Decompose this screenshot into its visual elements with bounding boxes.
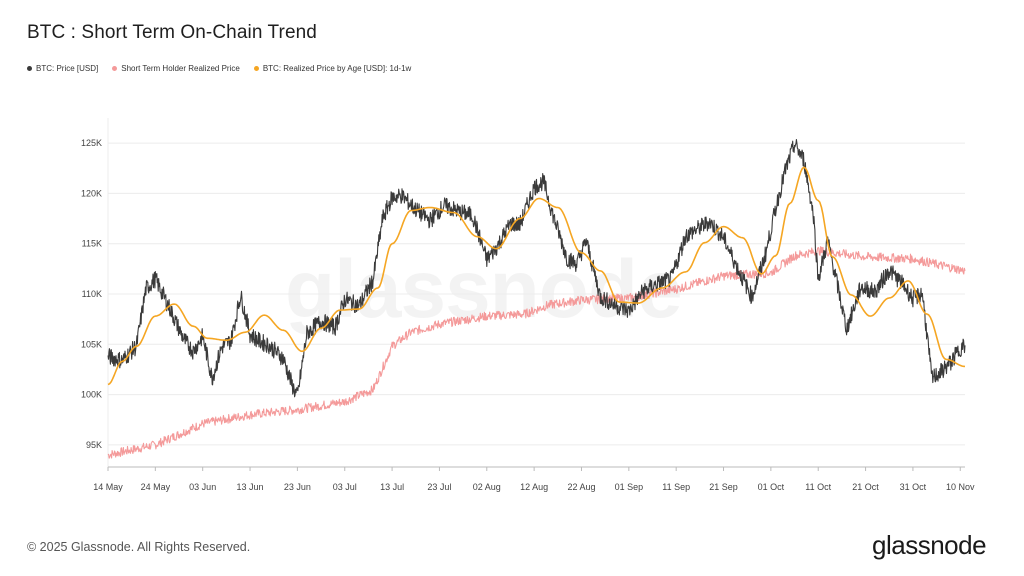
x-tick-label: 24 May (141, 482, 171, 492)
chart-title: BTC : Short Term On-Chain Trend (27, 22, 317, 43)
x-tick-label: 21 Oct (852, 482, 879, 492)
legend-dot-price (27, 66, 32, 71)
legend-label-price: BTC: Price [USD] (36, 64, 99, 73)
x-tick-label: 01 Sep (615, 482, 644, 492)
series-line-realized-price-1d-1w (107, 166, 966, 386)
x-tick-label: 02 Aug (473, 482, 501, 492)
y-tick-label: 120K (81, 188, 102, 198)
legend-dot-1d-1w (253, 66, 259, 71)
x-tick-label: 01 Oct (758, 482, 785, 492)
x-tick-label: 11 Oct (805, 482, 831, 492)
x-tick-label: 03 Jul (333, 482, 357, 492)
legend-dot-sth (112, 66, 118, 71)
legend-label-sth: Short Term Holder Realized Price (121, 64, 240, 73)
x-tick-label: 10 Nov (946, 482, 975, 492)
x-tick-label: 23 Jun (284, 482, 311, 492)
y-tick-label: 105K (81, 339, 102, 349)
y-tick-label: 95K (86, 440, 102, 450)
x-tick-label: 14 May (93, 482, 123, 492)
legend-item-realized-price-1d-1w[interactable]: BTC: Realized Price by Age [USD]: 1d-1w (253, 64, 412, 73)
x-tick-label: 03 Jun (189, 482, 216, 492)
chart-legend: BTC: Price [USD] Short Term Holder Reali… (27, 64, 411, 73)
legend-label-1d-1w: BTC: Realized Price by Age [USD]: 1d-1w (262, 64, 412, 73)
y-tick-label: 115K (82, 239, 102, 249)
legend-item-price[interactable]: BTC: Price [USD] (27, 64, 98, 73)
series-line-sth-realized-price (107, 246, 966, 459)
x-tick-label: 13 Jun (237, 482, 264, 492)
x-tick-label: 13 Jul (380, 482, 404, 492)
legend-item-sth-realized-price[interactable]: Short Term Holder Realized Price (112, 64, 240, 73)
glassnode-logo: glassnode (872, 530, 987, 560)
copyright-text: © 2025 Glassnode. All Rights Reserved. (27, 540, 251, 554)
y-tick-label: 110K (82, 289, 102, 299)
y-tick-label: 100K (81, 390, 102, 400)
x-tick-label: 31 Oct (900, 482, 927, 492)
series-line-btc-price (107, 139, 966, 398)
x-tick-label: 11 Sep (662, 482, 690, 492)
x-tick-label: 12 Aug (520, 482, 548, 492)
x-tick-label: 23 Jul (427, 482, 451, 492)
x-tick-label: 22 Aug (567, 482, 595, 492)
x-tick-label: 21 Sep (709, 482, 738, 492)
y-tick-label: 125K (81, 138, 102, 148)
